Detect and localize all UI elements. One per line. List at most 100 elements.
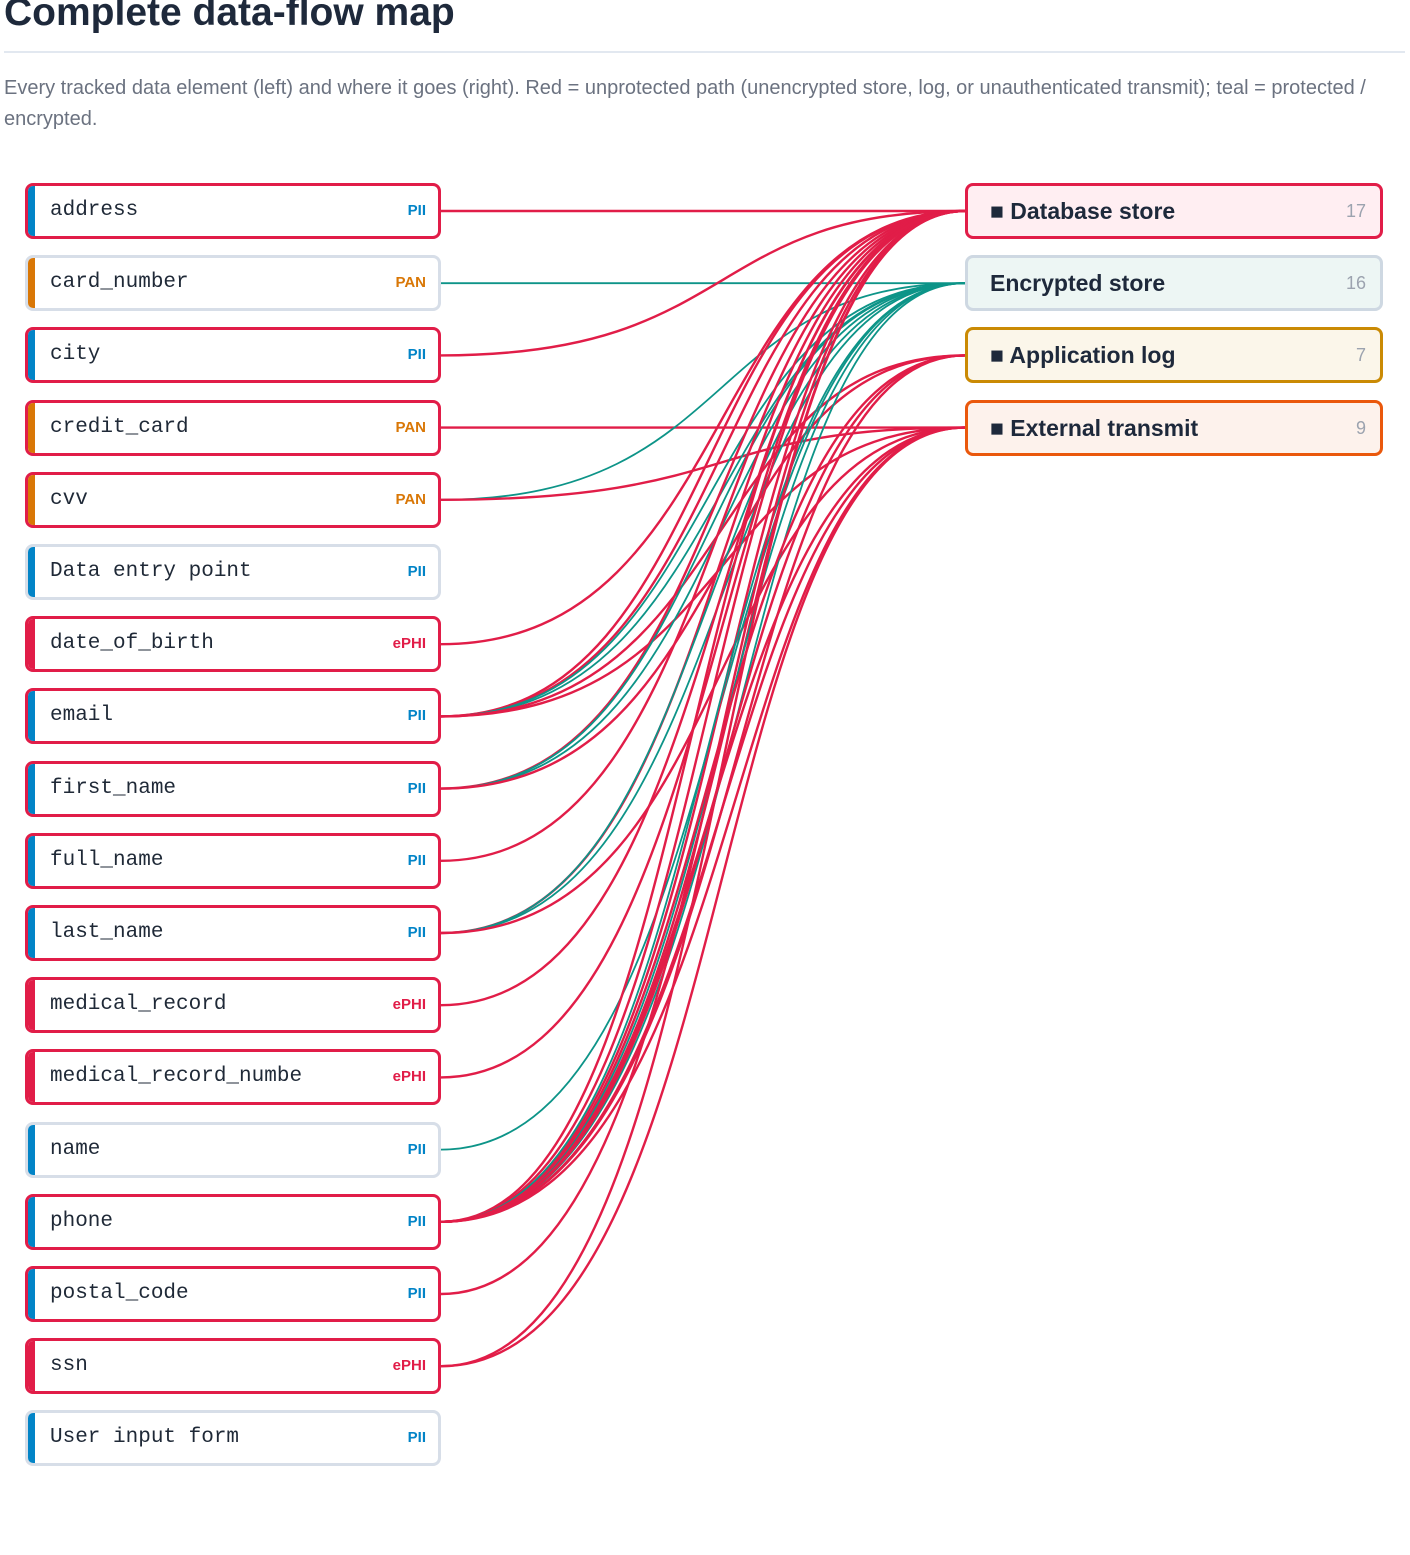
flow-line-phone-to-log: [440, 354, 966, 1223]
source-name: ssn: [50, 1354, 88, 1378]
flow-line-phone-to-enc: [440, 282, 966, 1223]
destination-label: Encrypted store: [990, 270, 1166, 297]
flow-line-phone-to-db: [440, 209, 966, 1223]
source-node-postal-code[interactable]: postal_code PII: [25, 1266, 441, 1322]
category-tag: PII: [407, 1140, 426, 1158]
source-node-medical-record-numbe[interactable]: medical_record_numbe ePHI: [25, 1049, 441, 1106]
destination-count: 9: [1355, 417, 1366, 438]
category-color-bar: [28, 1269, 35, 1319]
source-name: full_name: [50, 848, 164, 872]
source-node-cvv[interactable]: cvv PAN: [25, 471, 441, 528]
source-node-last-name[interactable]: last_name PII: [25, 905, 441, 961]
category-tag: PAN: [395, 274, 426, 292]
source-name: Data entry point: [50, 560, 252, 583]
category-tag: ePHI: [392, 1357, 426, 1375]
flow-line-phone-to-log: [440, 354, 966, 1223]
flow-line-phone-to-db: [440, 209, 966, 1223]
destination-node-application-log[interactable]: ■ Application log 7: [965, 327, 1383, 384]
flow-line-full-name-to-db: [440, 209, 966, 862]
flow-line-email-to-db: [440, 209, 966, 718]
flow-line-email-to-db: [440, 209, 966, 718]
flow-line-phone-to-log: [440, 354, 966, 1223]
source-node-name[interactable]: name PII: [25, 1121, 441, 1178]
page-subtitle: Every tracked data element (left) and wh…: [4, 77, 1366, 130]
source-node-phone[interactable]: phone PII: [25, 1193, 441, 1250]
source-name: phone: [50, 1209, 114, 1233]
destination-label: ■ Database store: [990, 198, 1176, 224]
source-name: postal_code: [50, 1282, 189, 1305]
flow-line-phone-to-ext: [440, 426, 966, 1223]
flow-line-postal-code-to-db: [440, 209, 966, 1296]
flow-line-city-to-db: [440, 209, 966, 357]
flow-line-first-name-to-enc: [440, 282, 966, 790]
source-node-first-name[interactable]: first_name PII: [25, 760, 441, 817]
category-color-bar: [28, 835, 35, 886]
category-tag: PII: [407, 563, 426, 580]
category-color-bar: [28, 980, 35, 1031]
category-tag: ePHI: [392, 635, 426, 653]
destination-label: ■ External transmit: [990, 414, 1199, 441]
flow-line-phone-to-db: [440, 209, 966, 1223]
flow-line-phone-to-db: [440, 209, 966, 1223]
source-node-full-name[interactable]: full_name PII: [25, 832, 441, 889]
destination-node-external-transmit[interactable]: ■ External transmit 9: [965, 399, 1383, 456]
flow-line-cvv-to-enc: [440, 282, 966, 501]
category-tag: PAN: [395, 490, 426, 508]
category-tag: PII: [407, 346, 426, 364]
category-color-bar: [28, 908, 35, 958]
flow-line-phone-to-ext: [440, 426, 966, 1223]
category-tag: PII: [407, 1429, 426, 1447]
category-color-bar: [28, 691, 35, 742]
source-node-ssn[interactable]: ssn ePHI: [25, 1338, 441, 1395]
source-name: email: [50, 704, 114, 728]
category-color-bar: [28, 1124, 35, 1175]
destination-node-encrypted-store[interactable]: Encrypted store 16: [965, 255, 1383, 312]
destination-label: ■ Application log: [990, 342, 1176, 369]
flow-line-ssn-to-db: [440, 209, 966, 1368]
source-node-card-number[interactable]: card_number PAN: [25, 255, 441, 312]
category-color-bar: [28, 1052, 35, 1103]
category-tag: PII: [407, 1212, 426, 1230]
source-node-email[interactable]: email PII: [25, 688, 441, 745]
category-color-bar: [28, 1341, 35, 1392]
destination-node-database-store[interactable]: ■ Database store 17: [965, 183, 1383, 239]
flow-line-phone-to-enc: [440, 282, 966, 1223]
flow-line-ssn-to-ext: [440, 426, 966, 1368]
source-node-user-input-form[interactable]: User input form PII: [25, 1410, 441, 1467]
category-color-bar: [28, 1413, 35, 1464]
source-node-data-entry-point[interactable]: Data entry point PII: [25, 544, 441, 600]
category-tag: PAN: [395, 418, 426, 436]
source-name: card_number: [50, 271, 189, 295]
source-name: city: [50, 343, 101, 367]
category-color-bar: [28, 330, 35, 381]
flow-line-last-name-to-ext: [440, 426, 966, 935]
category-color-bar: [28, 619, 35, 670]
category-color-bar: [28, 258, 35, 309]
category-tag: PII: [407, 1285, 426, 1302]
title-divider: [4, 51, 1405, 53]
source-name: User input form: [50, 1426, 240, 1450]
source-name: date_of_birth: [50, 632, 214, 656]
source-name: credit_card: [50, 415, 189, 439]
flow-line-phone-to-enc: [440, 282, 966, 1223]
source-node-date-of-birth[interactable]: date_of_birth ePHI: [25, 616, 441, 673]
category-tag: PII: [407, 851, 426, 869]
page-title: Complete data-flow map: [4, 0, 455, 34]
category-tag: PII: [407, 924, 426, 941]
source-node-address[interactable]: address PII: [25, 183, 441, 239]
flow-line-medical-record-to-db: [440, 209, 966, 1007]
destination-count: 17: [1345, 201, 1366, 221]
source-node-credit-card[interactable]: credit_card PAN: [25, 399, 441, 456]
source-name: name: [50, 1137, 101, 1161]
source-node-city[interactable]: city PII: [25, 327, 441, 384]
source-name: first_name: [50, 776, 177, 800]
flow-line-name-to-enc: [440, 282, 966, 1151]
source-node-medical-record[interactable]: medical_record ePHI: [25, 977, 441, 1034]
category-color-bar: [28, 763, 35, 814]
flow-line-phone-to-ext: [440, 426, 966, 1223]
category-tag: ePHI: [392, 996, 426, 1014]
destination-count: 16: [1345, 273, 1366, 294]
destination-count: 7: [1355, 345, 1366, 366]
category-tag: PII: [407, 707, 426, 725]
